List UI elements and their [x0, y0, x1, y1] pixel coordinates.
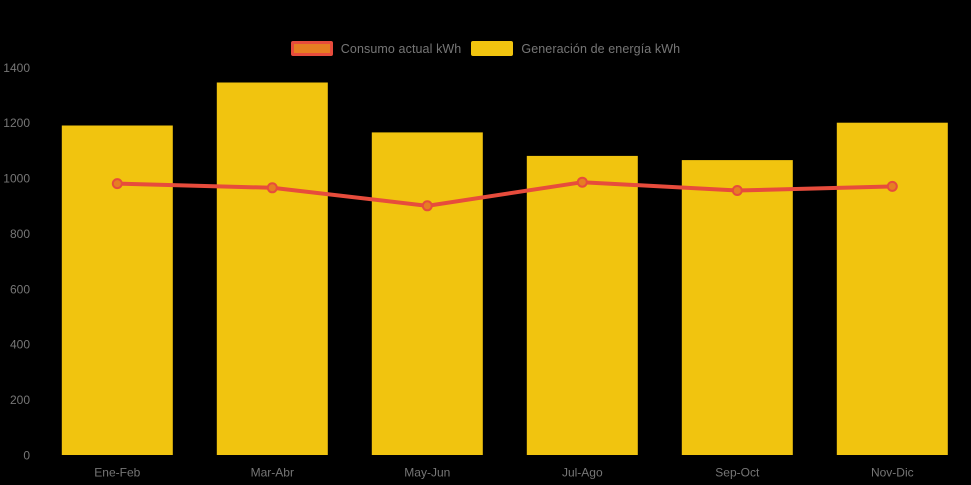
y-tick-label: 400 [10, 338, 30, 352]
legend-label-consumo-actual: Consumo actual kWh [340, 41, 462, 56]
bar-nov-dic[interactable] [836, 122, 948, 455]
x-tick-label: Jul-Ago [562, 466, 603, 480]
legend: Consumo actual kWh Generación de energía… [0, 41, 971, 56]
y-tick-label: 1200 [3, 116, 30, 130]
x-tick-label: Ene-Feb [94, 466, 140, 480]
line-point-mar-abr[interactable] [266, 182, 278, 194]
legend-item-generacion-energia[interactable]: Generación de energía kWh [471, 41, 680, 56]
line-point-nov-dic[interactable] [886, 180, 898, 192]
consumption-line [115, 180, 895, 208]
y-tick-label: 1400 [3, 61, 30, 75]
line-point-ene-feb[interactable] [111, 178, 123, 190]
bar-ene-feb[interactable] [61, 125, 173, 456]
bar-jul-ago[interactable] [526, 155, 638, 455]
bar-mar-abr[interactable] [216, 82, 328, 456]
y-tick-label: 600 [10, 282, 30, 296]
y-tick-label: 0 [23, 449, 30, 463]
line-point-sep-oct[interactable] [731, 185, 743, 196]
legend-label-generacion-energia: Generación de energía kWh [521, 41, 681, 56]
x-tick-label: Sep-Oct [715, 466, 760, 480]
line-point-may-jun[interactable] [421, 200, 433, 212]
y-tick-label: 1000 [3, 172, 30, 186]
y-tick-label: 200 [10, 393, 30, 407]
x-tick-label: May-Jun [404, 466, 450, 480]
bar-may-jun[interactable] [371, 132, 483, 455]
legend-item-consumo-actual[interactable]: Consumo actual kWh [290, 41, 462, 56]
x-tick-label: Nov-Dic [871, 466, 914, 480]
bar-sep-oct[interactable] [681, 160, 793, 455]
x-tick-label: Mar-Abr [251, 466, 294, 480]
legend-swatch-line-icon [290, 41, 333, 56]
line-point-jul-ago[interactable] [576, 176, 588, 188]
y-tick-label: 800 [10, 227, 30, 241]
legend-swatch-bar-icon [471, 41, 514, 56]
